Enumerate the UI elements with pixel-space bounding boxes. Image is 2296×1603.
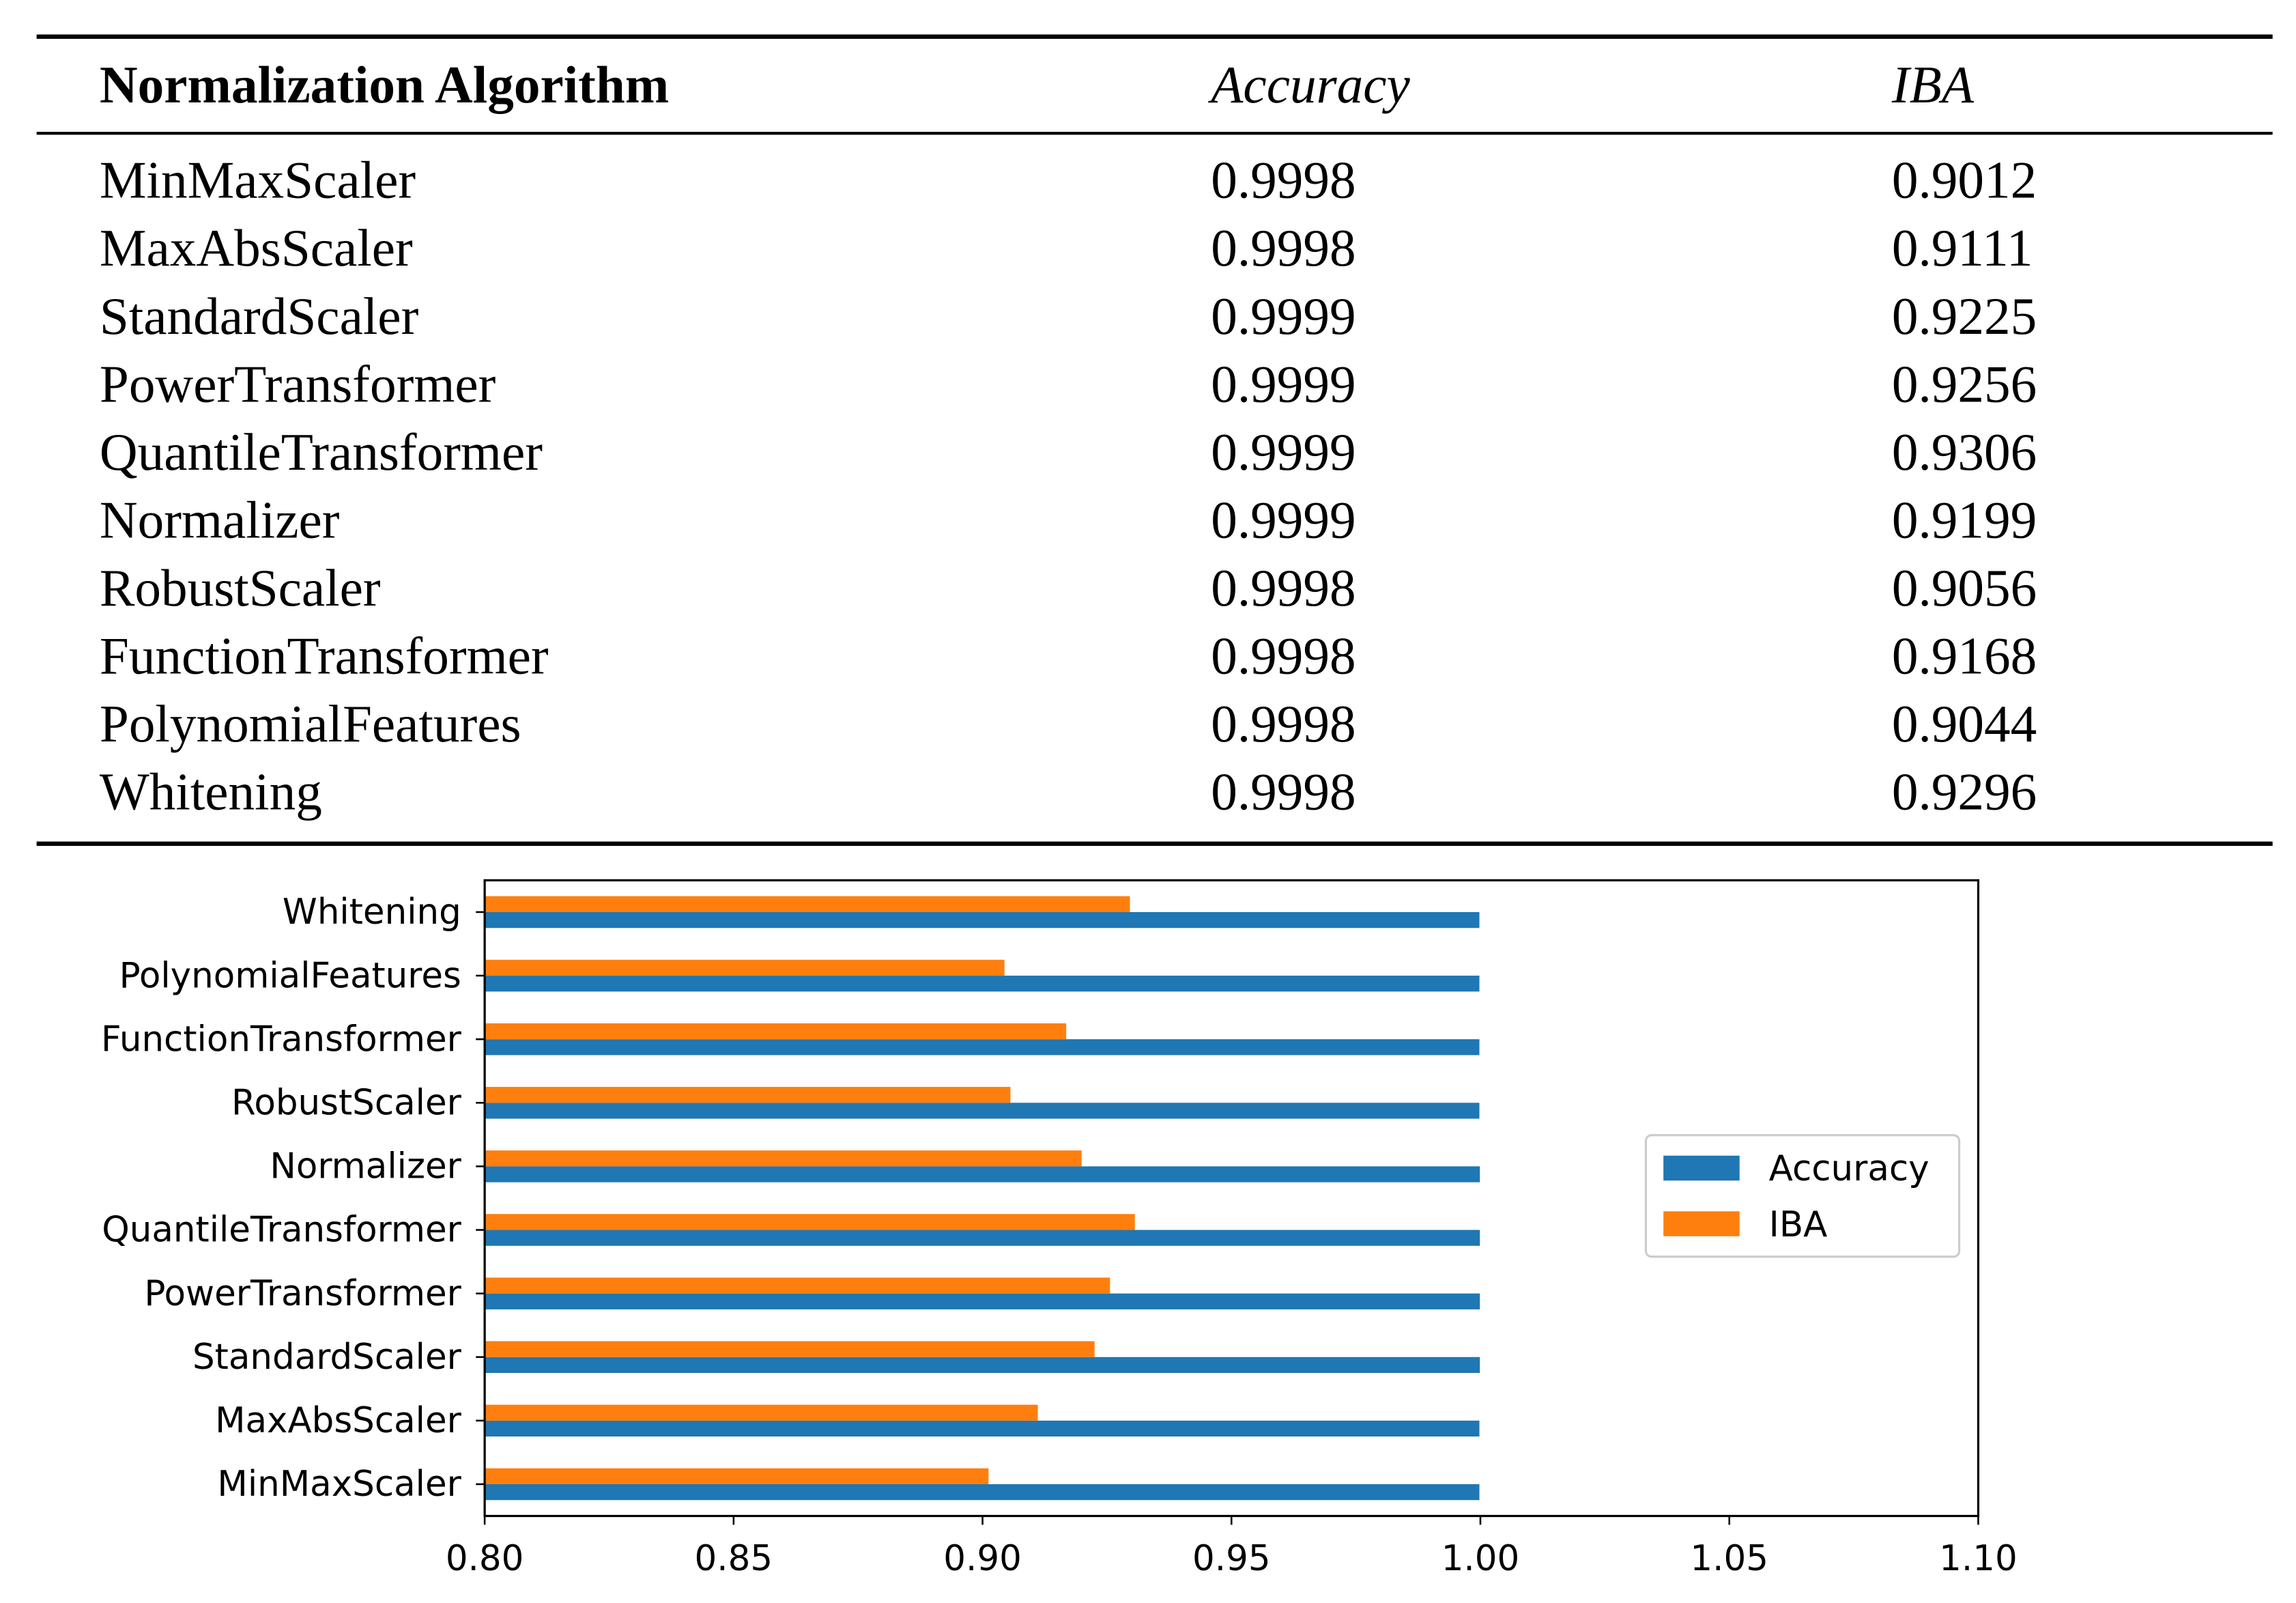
table-cell: 0.9998 [1211, 218, 1355, 277]
table-cell: 0.9111 [1892, 218, 2033, 277]
table-cell: 0.9306 [1892, 423, 2037, 481]
bar [485, 1150, 1082, 1167]
table-cell: PolynomialFeatures [100, 694, 521, 753]
table-cell: 0.9044 [1892, 694, 2037, 753]
table-cell: 0.9999 [1211, 490, 1355, 549]
table-cell: MinMaxScaler [100, 151, 416, 210]
table-cell: Normalizer [100, 490, 340, 549]
x-tick-label: 0.95 [1192, 1538, 1271, 1579]
bar [485, 1277, 1110, 1294]
y-tick-label: Normalizer [270, 1146, 461, 1187]
table-cell: 0.9998 [1211, 558, 1355, 617]
legend-label: Accuracy [1769, 1148, 1929, 1189]
table-cell: 0.9225 [1892, 287, 2037, 345]
x-tick-label: 0.80 [446, 1538, 524, 1579]
table-cell: FunctionTransformer [100, 626, 549, 685]
legend-label: IBA [1769, 1204, 1828, 1245]
y-tick-label: MaxAbsScaler [215, 1400, 462, 1441]
y-tick-label: PolynomialFeatures [119, 955, 461, 996]
table-cell: Whitening [100, 763, 322, 821]
bar [485, 1214, 1135, 1230]
table-cell: QuantileTransformer [100, 423, 543, 481]
bar [485, 1341, 1095, 1357]
y-tick-label: StandardScaler [192, 1337, 462, 1378]
table-header: IBA [1891, 55, 1975, 114]
y-tick-label: RobustScaler [231, 1082, 462, 1123]
table-cell: StandardScaler [100, 287, 419, 345]
bar [485, 1230, 1480, 1246]
x-tick-label: 0.85 [695, 1538, 773, 1579]
bar [485, 1420, 1480, 1437]
legend-swatch [1663, 1211, 1740, 1236]
table-cell: 0.9998 [1211, 151, 1355, 210]
x-tick-label: 1.05 [1690, 1538, 1768, 1579]
table-cell: MaxAbsScaler [100, 218, 413, 277]
legend-swatch [1663, 1155, 1740, 1181]
table-cell: 0.9999 [1211, 287, 1355, 345]
y-tick-label: Whitening [283, 892, 461, 933]
bar [485, 1166, 1480, 1182]
table-header: Normalization Algorithm [100, 55, 669, 114]
table-cell: 0.9256 [1892, 354, 2037, 413]
y-tick-label: QuantileTransformer [102, 1210, 461, 1251]
bar [485, 1484, 1480, 1501]
table-cell: 0.9012 [1892, 151, 2037, 210]
y-tick-label: FunctionTransformer [101, 1019, 462, 1060]
table-header: Accuracy [1207, 55, 1410, 114]
table-cell: 0.9998 [1211, 694, 1355, 753]
table-cell: PowerTransformer [100, 354, 496, 413]
bar [485, 1357, 1480, 1374]
bar [485, 896, 1130, 912]
bar [485, 1103, 1480, 1119]
bar [485, 1039, 1480, 1055]
table-cell: 0.9056 [1892, 558, 2037, 617]
bar [485, 1087, 1011, 1103]
table-cell: 0.9998 [1211, 626, 1355, 685]
bar [485, 1468, 989, 1484]
bar [485, 1293, 1480, 1309]
x-tick-label: 1.00 [1441, 1538, 1520, 1579]
x-tick-label: 1.10 [1939, 1538, 2018, 1579]
table-cell: 0.9296 [1892, 763, 2037, 821]
y-tick-label: MinMaxScaler [217, 1464, 461, 1505]
table-cell: 0.9199 [1892, 490, 2037, 549]
y-tick-label: PowerTransformer [144, 1273, 461, 1314]
table-cell: 0.9168 [1892, 626, 2037, 685]
bar [485, 976, 1480, 992]
bar [485, 911, 1480, 928]
table-cell: 0.9998 [1211, 763, 1355, 821]
table-cell: 0.9999 [1211, 423, 1355, 481]
bar [485, 1023, 1067, 1040]
table-cell: RobustScaler [100, 558, 381, 617]
x-tick-label: 0.90 [943, 1538, 1022, 1579]
table-cell: 0.9999 [1211, 354, 1355, 413]
bar [485, 959, 1005, 976]
bar [485, 1404, 1038, 1421]
